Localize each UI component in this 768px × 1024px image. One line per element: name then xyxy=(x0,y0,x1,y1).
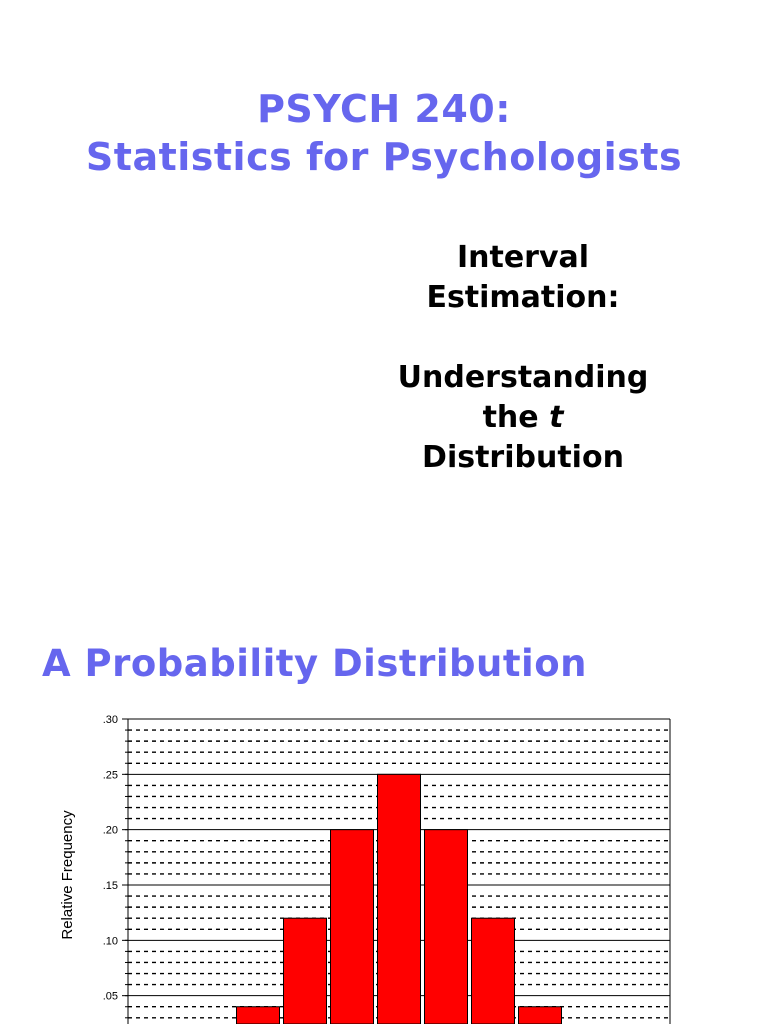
bar xyxy=(377,773,421,1024)
y-axis-label: Relative Frequency xyxy=(59,810,76,940)
topic-subtitle: Interval Estimation: Understanding the t… xyxy=(358,238,688,478)
subtitle-line4-prefix: the xyxy=(482,400,550,435)
slide-heading: A Probability Distribution xyxy=(42,642,587,685)
bar xyxy=(471,917,515,1024)
title-slide: PSYCH 240: Statistics for Psychologists … xyxy=(0,86,768,478)
y-tick-label: .20 xyxy=(103,825,118,837)
probability-slide: A Probability Distribution .05 .10 .15 .20.… xyxy=(0,590,768,1024)
subtitle-line5: Distribution xyxy=(422,440,624,475)
y-tick-label: .10 xyxy=(103,935,118,947)
course-title-line1: PSYCH 240: xyxy=(257,87,511,131)
bar xyxy=(518,1006,562,1024)
bar xyxy=(283,917,327,1024)
subtitle-line4: the t xyxy=(358,398,688,438)
subtitle-line2: Estimation: xyxy=(426,280,620,315)
y-tick-label: .05 xyxy=(103,991,118,1003)
probability-bar-chart: .05 .10 .15 .20 .25 .30 Relative Frequency xyxy=(59,714,671,1024)
subtitle-t-symbol: t xyxy=(549,400,564,435)
bar xyxy=(236,1006,280,1024)
bar xyxy=(424,829,468,1024)
subtitle-line1: Interval xyxy=(456,240,590,275)
bar xyxy=(330,829,374,1024)
y-tick-label: .15 xyxy=(103,880,118,892)
course-title: PSYCH 240: Statistics for Psychologists xyxy=(0,86,768,181)
y-tick-label: .25 xyxy=(103,769,118,781)
y-tick-label: .30 xyxy=(103,714,118,726)
subtitle-line3: Understanding xyxy=(397,360,649,395)
course-title-line2: Statistics for Psychologists xyxy=(85,134,683,179)
